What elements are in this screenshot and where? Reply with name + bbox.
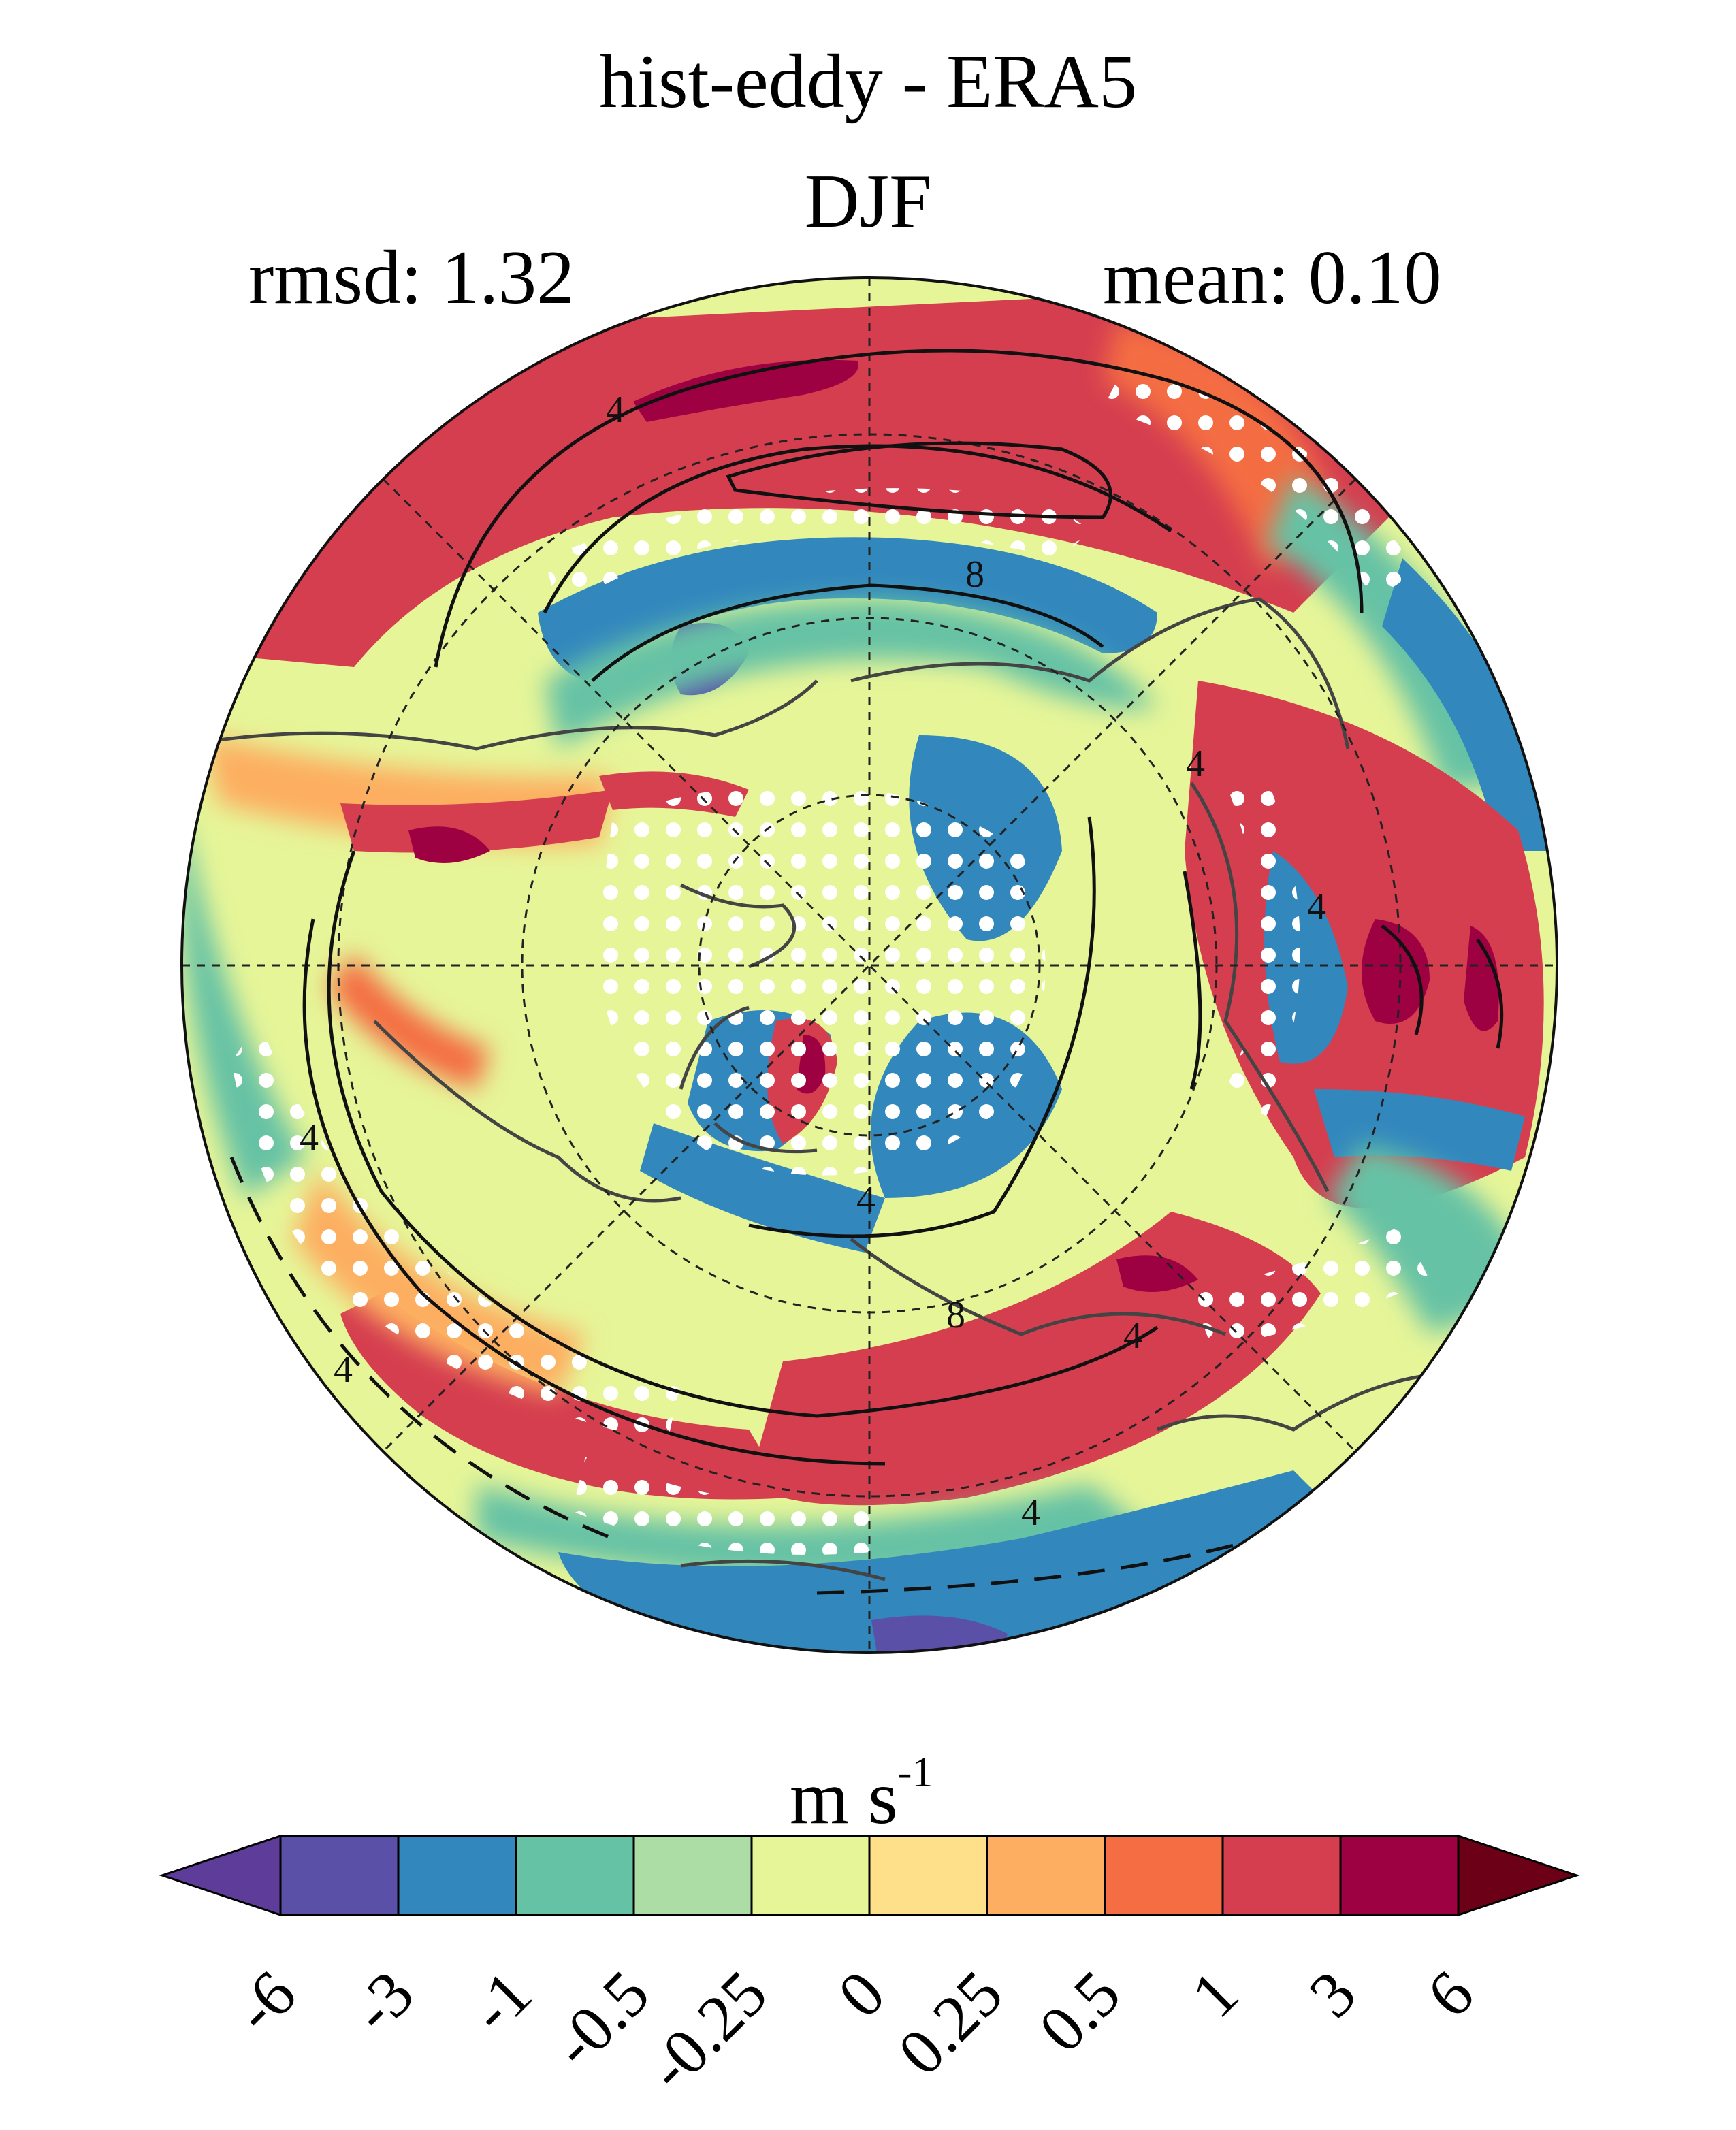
graticule: [182, 278, 1557, 1653]
west-darkred: [408, 826, 490, 863]
contour-label: 4: [1123, 1314, 1142, 1357]
colorbar-tick-label: 0.25: [884, 1956, 1016, 2088]
map-title: hist-eddy - ERA5: [598, 39, 1138, 124]
colorbar-extend-low: [159, 1834, 282, 1917]
colorbar-tick-label: -3: [338, 1956, 428, 2046]
mean-label: mean: 0.10: [1103, 236, 1442, 320]
colorbar-swatch: [986, 1835, 1106, 1916]
colorbar-tick-label: 1: [1177, 1956, 1252, 2031]
contour-label: 4: [300, 1117, 319, 1159]
wind-contours-negative: [229, 1157, 1260, 1595]
inner-blue-arc-north: [538, 537, 1157, 681]
season-label: DJF: [804, 159, 932, 244]
southeast-darkred: [1116, 1255, 1198, 1292]
stipple-northeast: [1103, 368, 1416, 599]
stipple-center: [598, 783, 1046, 1176]
colorbar-swatch: [1221, 1835, 1342, 1916]
colorbar-swatch: [515, 1835, 635, 1916]
stipple-southwest: [231, 1021, 681, 1443]
stipple-south: [572, 1457, 885, 1555]
colorbar-swatch: [750, 1835, 871, 1916]
polar-map: 4 8 4 4 4 4 4 8 4 4: [180, 276, 1558, 1654]
map-boundary: [180, 276, 1558, 1654]
colorbar-tick-label: -6: [220, 1956, 310, 2046]
inner-blue-sw: [640, 1123, 885, 1253]
east-darkred-2: [1464, 926, 1499, 1031]
colorbar-swatch: [632, 1835, 753, 1916]
inner-teal-ring: [545, 599, 1157, 749]
colorbar-tick-label: 0: [824, 1956, 899, 2031]
colorbar-tick-label: -1: [455, 1956, 545, 2046]
colorbar-swatch: [397, 1835, 517, 1916]
north-darkred-streak: [633, 359, 858, 422]
contour-label: 4: [334, 1349, 353, 1391]
contour-label: 4: [1021, 1491, 1040, 1534]
colorbar-extend-high: [1457, 1834, 1580, 1917]
colorbar-tick-label: 6: [1413, 1956, 1488, 2031]
colorbar-unit: m s-1: [790, 1749, 933, 1840]
colorbar-tick-label: 0.5: [1025, 1956, 1134, 2066]
colorbar-tick-label: 3: [1295, 1956, 1370, 2031]
inner-red-sw: [327, 953, 490, 1089]
stipple-north: [545, 488, 1089, 613]
stipple-east: [1225, 776, 1300, 1116]
colorbar-swatch: [868, 1835, 988, 1916]
colorbar-swatch: [1339, 1835, 1460, 1916]
wind-contours: [302, 349, 1504, 1466]
contour-label: 4: [1186, 743, 1205, 785]
south-blue: [558, 1470, 1362, 1653]
colorbar-swatch: [279, 1835, 400, 1916]
colorbar-tick-label: -0.25: [633, 1956, 781, 2104]
contour-label: 4: [856, 1178, 875, 1221]
contour-label: 4: [1307, 886, 1326, 928]
outer-ring-blue-ne: [1382, 558, 1557, 851]
contour-label: 8: [946, 1294, 965, 1336]
east-darkred: [1362, 919, 1430, 1024]
west-red-band: [340, 790, 613, 853]
contour-label: 8: [965, 553, 984, 596]
colorbar-swatch: [1104, 1835, 1224, 1916]
contour-label: 4: [606, 389, 625, 431]
rmsd-label: rmsd: 1.32: [248, 236, 575, 320]
stipple-southeast: [1191, 1225, 1430, 1348]
